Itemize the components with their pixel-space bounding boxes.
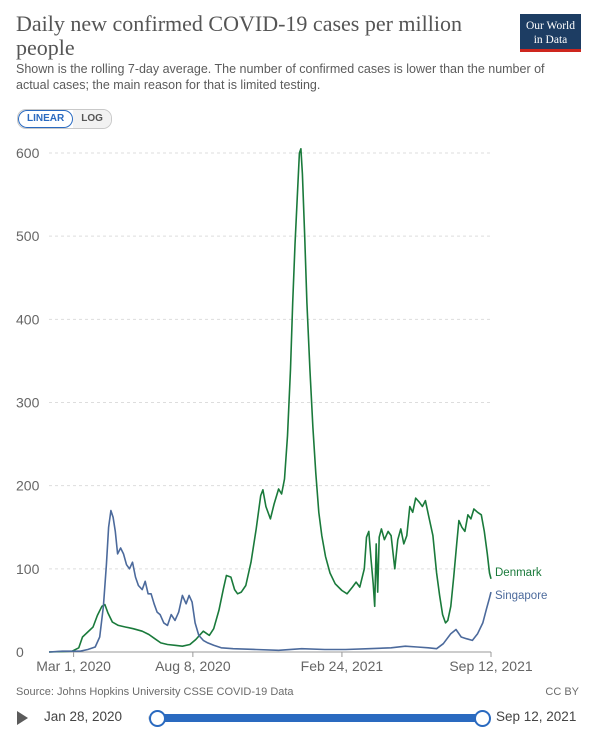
timeline-start-handle[interactable] [149, 710, 166, 727]
logo-line-1: Our World [525, 20, 575, 32]
series-label-denmark: Denmark [495, 567, 542, 579]
y-tick-label: 300 [16, 395, 40, 411]
chart-title: Daily new confirmed COVID-19 cases per m… [16, 11, 462, 60]
owid-logo[interactable]: Our World in Data [520, 14, 581, 52]
line-chart: 0 100 200 300 400 500 600 Mar 1, 2020 Aug 8, 202… [16, 145, 547, 674]
x-tick-label: Mar 1, 2020 [36, 658, 111, 674]
logo-line-2: in Data [533, 34, 568, 46]
play-icon[interactable] [17, 711, 28, 725]
log-scale-button[interactable]: LOG [73, 110, 111, 128]
license-link[interactable]: CC BY [545, 686, 579, 698]
timeline-end-label: Sep 12, 2021 [496, 709, 577, 724]
y-tick-label: 500 [16, 228, 40, 244]
timeline-controls: Jan 28, 2020 Sep 12, 2021 [0, 703, 593, 733]
linear-scale-button[interactable]: LINEAR [18, 110, 74, 128]
x-tick-label: Feb 24, 2021 [301, 658, 384, 674]
series-label-singapore: Singapore [495, 590, 547, 602]
y-tick-label: 100 [16, 561, 40, 577]
scale-toggle: LINEAR LOG [17, 109, 112, 129]
y-tick-label: 600 [16, 145, 40, 161]
timeline-end-handle[interactable] [474, 710, 491, 727]
chart-subtitle: Shown is the rolling 7-day average. The … [16, 62, 545, 92]
series-line-denmark [48, 148, 492, 653]
y-tick-label: 200 [16, 478, 40, 494]
x-tick-label: Aug 8, 2020 [155, 658, 231, 674]
timeline-start-label: Jan 28, 2020 [44, 709, 123, 724]
y-tick-label: 0 [16, 644, 24, 660]
series-line-singapore [48, 509, 492, 653]
source-note[interactable]: Source: Johns Hopkins University CSSE CO… [16, 686, 294, 698]
timeline-selected-range[interactable] [157, 714, 482, 722]
y-tick-label: 400 [16, 311, 40, 327]
x-tick-label: Sep 12, 2021 [449, 658, 533, 674]
